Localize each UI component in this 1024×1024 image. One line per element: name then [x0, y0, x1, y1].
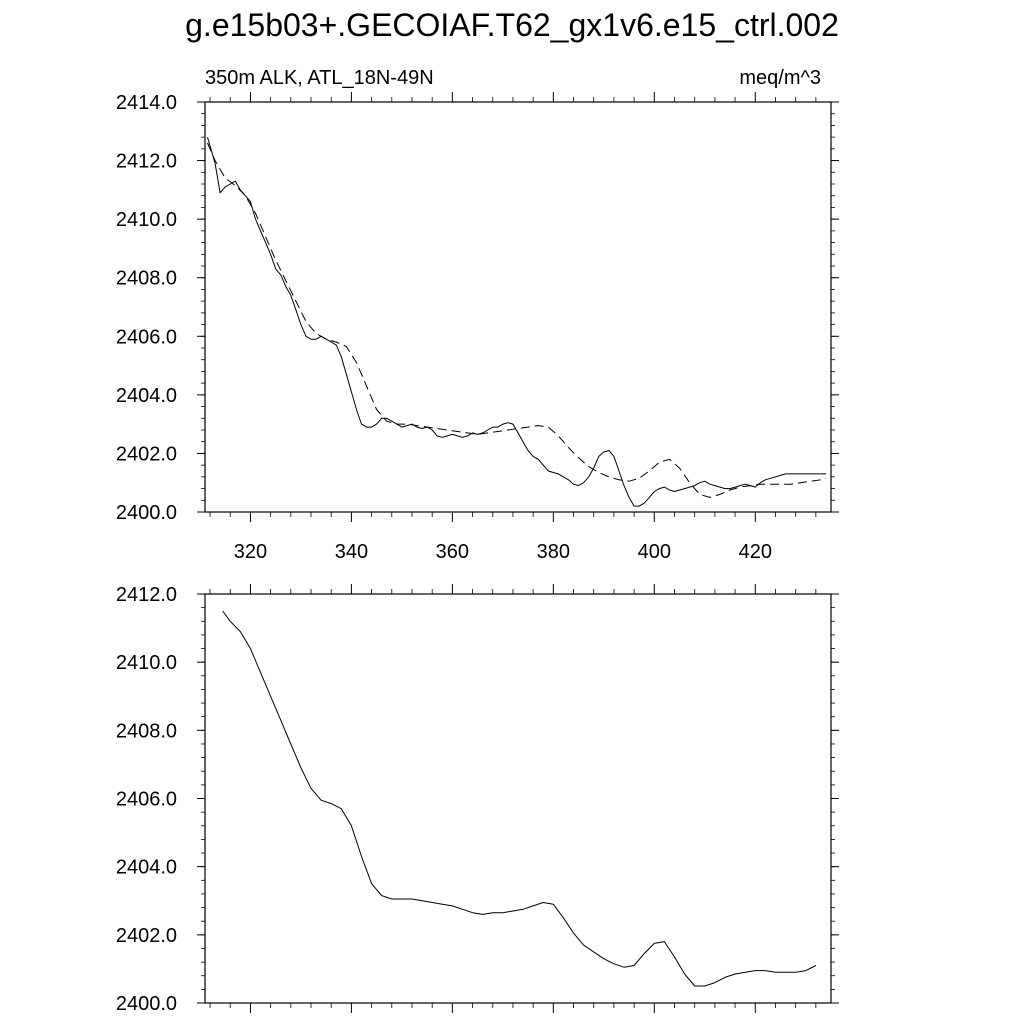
y-tick-label: 2412.0	[116, 151, 177, 173]
plot-frame	[204, 593, 832, 1004]
figure-title: g.e15b03+.GECOIAF.T62_gx1v6.e15_ctrl.002	[185, 7, 839, 43]
y-tick-label: 2414.0	[116, 92, 177, 114]
y-tick-label: 2402.0	[116, 443, 177, 465]
y-tick-label: 2406.0	[116, 789, 177, 811]
series-line-monthly	[207, 136, 826, 507]
x-tick-label: 400	[638, 541, 671, 563]
x-tick-label: 360	[436, 541, 469, 563]
panel-1-left-label: 350m ALK, ATL_18N-49N	[205, 67, 434, 89]
series-line-smoothed	[222, 610, 817, 987]
y-tick-label: 2400.0	[116, 993, 177, 1015]
chart-panel-2: 2400.0 2402.0 2404.0 2406.0 2408.0 2410.0 2412…	[116, 584, 839, 1015]
chart-panel-1: 2400.0 2402.0 2404.0 2406.0 2408.0 2410.0 2412…	[116, 92, 839, 563]
y-tick-label: 2402.0	[116, 925, 177, 947]
series-line-smoothed	[207, 142, 827, 498]
y-tick-label: 2404.0	[116, 857, 177, 879]
x-tick-label: 320	[234, 541, 267, 563]
y-tick-label: 2408.0	[116, 720, 177, 742]
x-tick-label: 340	[335, 541, 368, 563]
y-tick-label: 2408.0	[116, 268, 177, 290]
y-tick-label: 2410.0	[116, 652, 177, 674]
x-tick-label: 420	[739, 541, 772, 563]
panel-1-right-label: meq/m^3	[739, 67, 821, 89]
plot-frame	[204, 101, 832, 513]
x-tick-label: 380	[537, 541, 570, 563]
y-tick-label: 2410.0	[116, 209, 177, 231]
y-tick-label: 2412.0	[116, 584, 177, 606]
y-tick-label: 2406.0	[116, 326, 177, 348]
y-tick-label: 2400.0	[116, 502, 177, 524]
y-tick-label: 2404.0	[116, 385, 177, 407]
